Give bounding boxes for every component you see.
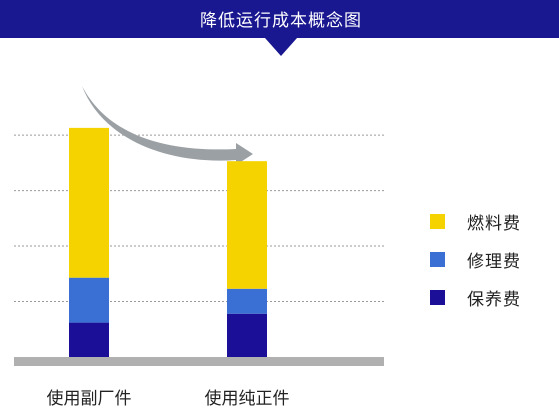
legend-label: 燃料费: [467, 213, 521, 234]
arrow-shape: [82, 86, 253, 165]
bar-segment-1-2: [69, 277, 109, 323]
legend-item-2: 修理费: [430, 248, 521, 272]
legend: 燃料费 修理费 保养费: [430, 210, 521, 324]
legend-label: 修理费: [467, 251, 521, 272]
title-banner-background: [0, 0, 559, 56]
title-banner: 降低运行成本概念图: [0, 0, 559, 56]
bar-segment-2-2: [227, 288, 267, 314]
x-axis-baseline: [14, 357, 384, 366]
legend-item-1: 燃料费: [430, 210, 521, 234]
legend-swatch: [430, 251, 445, 267]
bar-segment-1-1: [69, 322, 109, 357]
legend-swatch: [430, 289, 445, 305]
bar-segment-1-3: [69, 127, 109, 278]
bars: [69, 127, 267, 357]
x-axis-tick-labels: 使用副厂件 使用纯正件: [47, 388, 290, 409]
bar-segment-2-1: [227, 313, 267, 357]
bar-segment-2-3: [227, 161, 267, 289]
legend-swatch: [430, 213, 445, 229]
chart-title: 降低运行成本概念图: [200, 10, 362, 31]
x-tick-label-2: 使用纯正件: [205, 388, 290, 409]
legend-item-3: 保养费: [430, 286, 521, 310]
annotation-arrow: [82, 86, 253, 165]
legend-label: 保养费: [467, 289, 521, 310]
x-tick-label-1: 使用副厂件: [47, 388, 132, 409]
